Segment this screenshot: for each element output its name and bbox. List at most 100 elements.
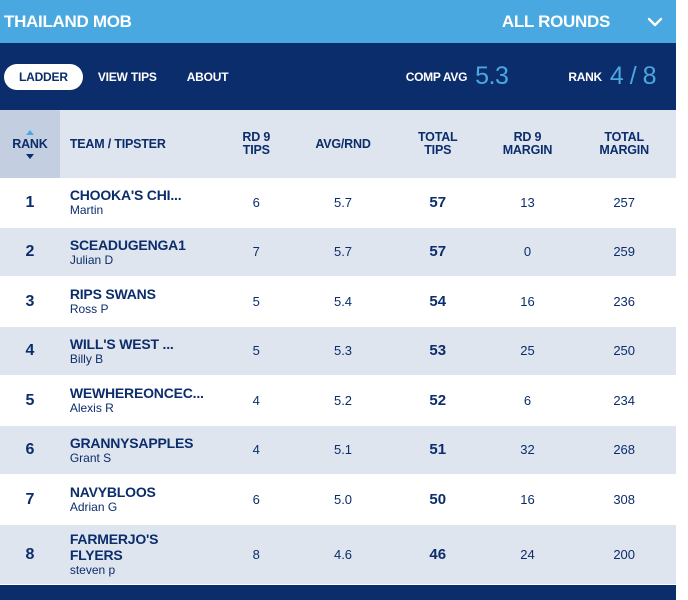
table-row[interactable]: 6 GRANNYSAPPLES Grant S 4 5.1 51 32 268 bbox=[0, 425, 676, 475]
row-rank: 4 bbox=[25, 342, 35, 360]
competition-header: THAILAND MOB ALL ROUNDS bbox=[0, 0, 676, 43]
row-team[interactable]: NAVYBLOOS Adrian G bbox=[60, 484, 220, 514]
table-row[interactable]: 3 RIPS SWANS Ross P 5 5.4 54 16 236 bbox=[0, 277, 676, 327]
sort-up-icon bbox=[25, 129, 34, 135]
row-rank: 2 bbox=[25, 243, 35, 261]
row-team[interactable]: WILL'S WEST ... Billy B bbox=[60, 336, 220, 366]
header-rank-label: RANK bbox=[12, 136, 48, 151]
bottom-strip bbox=[0, 590, 676, 600]
row-avg: 5.3 bbox=[333, 343, 353, 359]
row-rd-tips: 5 bbox=[252, 293, 260, 309]
header-rd-tips[interactable]: RD 9 TIPS bbox=[219, 131, 293, 157]
row-total-margin: 259 bbox=[613, 244, 636, 260]
row-total-margin: 308 bbox=[613, 491, 636, 507]
ladder-rows: 1 CHOOKA'S CHI... Martin 6 5.7 57 13 257 2 SCEADU… bbox=[0, 178, 676, 585]
row-total-margin: 234 bbox=[613, 392, 636, 408]
row-team[interactable]: RIPS SWANS Ross P bbox=[60, 286, 220, 316]
row-rd-margin: 16 bbox=[520, 491, 535, 507]
header-total-margin[interactable]: TOTAL MARGIN bbox=[572, 131, 676, 157]
row-avg: 5.7 bbox=[333, 194, 353, 210]
row-rd-tips: 8 bbox=[252, 546, 260, 562]
row-tipster-name: Adrian G bbox=[69, 500, 118, 515]
row-team[interactable]: CHOOKA'S CHI... Martin bbox=[60, 187, 220, 217]
table-row[interactable]: 7 NAVYBLOOS Adrian G 6 5.0 50 16 308 bbox=[0, 475, 676, 525]
row-rd-margin: 25 bbox=[520, 343, 535, 359]
table-row[interactable]: 1 CHOOKA'S CHI... Martin 6 5.7 57 13 257 bbox=[0, 178, 676, 228]
header-total-tips-line1: TOTAL bbox=[417, 130, 458, 144]
rounds-selector-label[interactable]: ALL ROUNDS bbox=[501, 11, 610, 31]
row-tipster-name: Julian D bbox=[69, 252, 114, 267]
row-rd-tips: 4 bbox=[252, 442, 260, 458]
row-avg: 5.1 bbox=[333, 442, 353, 458]
row-rd-tips: 5 bbox=[252, 343, 260, 359]
header-rd-margin-line1: RD 9 bbox=[513, 130, 542, 144]
nav-tabs: LADDER VIEW TIPS ABOUT bbox=[4, 63, 406, 90]
header-avg[interactable]: AVG/RND bbox=[315, 136, 371, 151]
row-rank: 1 bbox=[25, 193, 35, 211]
competition-title[interactable]: THAILAND MOB bbox=[4, 11, 132, 31]
row-total-tips: 50 bbox=[429, 490, 447, 508]
row-team[interactable]: SCEADUGENGA1 Julian D bbox=[60, 237, 220, 267]
tab-ladder[interactable]: LADDER bbox=[4, 63, 83, 90]
table-row[interactable]: 4 WILL'S WEST ... Billy B 5 5.3 53 25 250 bbox=[0, 326, 676, 376]
row-rank: 6 bbox=[25, 441, 35, 459]
row-team-name[interactable]: FARMERJO'S FLYERS bbox=[69, 531, 159, 563]
row-tipster-name: steven p bbox=[69, 563, 116, 577]
header-total-margin-line1: TOTAL bbox=[604, 130, 644, 144]
row-total-margin: 200 bbox=[613, 546, 636, 562]
row-team-name[interactable]: WILL'S WEST ... bbox=[69, 335, 174, 352]
table-row[interactable]: 5 WEWHEREONCEC... Alexis R 4 5.2 52 6 234 bbox=[0, 376, 676, 426]
header-rd-tips-line2: TIPS bbox=[242, 143, 270, 157]
header-team[interactable]: TEAM / TIPSTER bbox=[69, 136, 166, 151]
row-rd-margin: 16 bbox=[520, 293, 535, 309]
row-avg: 4.6 bbox=[333, 546, 353, 562]
row-total-margin: 257 bbox=[613, 194, 636, 210]
row-team-name[interactable]: SCEADUGENGA1 bbox=[69, 236, 186, 253]
table-row[interactable]: 8 FARMERJO'S FLYERS steven p 8 4.6 46 24 200 bbox=[0, 524, 676, 585]
row-total-tips: 51 bbox=[429, 441, 447, 459]
row-total-margin: 250 bbox=[613, 343, 636, 359]
row-total-tips: 52 bbox=[429, 391, 447, 409]
tab-about[interactable]: ABOUT bbox=[186, 69, 229, 84]
row-rd-tips: 6 bbox=[252, 491, 260, 507]
row-rank: 8 bbox=[25, 545, 35, 563]
row-team-name[interactable]: NAVYBLOOS bbox=[69, 484, 156, 501]
table-row[interactable]: 2 SCEADUGENGA1 Julian D 7 5.7 57 0 259 bbox=[0, 227, 676, 277]
comp-avg-stat: COMP AVG 5.3 bbox=[406, 62, 509, 91]
row-tipster-name: Grant S bbox=[69, 450, 112, 465]
row-tipster-name: Alexis R bbox=[69, 401, 114, 416]
comp-avg-value: 5.3 bbox=[475, 62, 509, 90]
row-rank: 7 bbox=[25, 490, 35, 508]
row-avg: 5.7 bbox=[333, 244, 353, 260]
row-rd-tips: 7 bbox=[252, 244, 260, 260]
row-total-tips: 57 bbox=[429, 193, 447, 211]
row-total-tips: 53 bbox=[429, 342, 447, 360]
row-rank: 5 bbox=[25, 391, 35, 409]
row-team[interactable]: GRANNYSAPPLES Grant S bbox=[60, 435, 220, 465]
row-tipster-name: Billy B bbox=[69, 351, 104, 366]
row-rd-margin: 13 bbox=[520, 194, 535, 210]
row-team[interactable]: WEWHEREONCEC... Alexis R bbox=[60, 385, 220, 415]
row-rd-margin: 6 bbox=[523, 392, 532, 408]
tab-view-tips[interactable]: VIEW TIPS bbox=[97, 69, 157, 84]
row-tipster-name: Ross P bbox=[69, 302, 109, 317]
row-avg: 5.2 bbox=[333, 392, 353, 408]
row-rank: 3 bbox=[25, 292, 35, 310]
header-rd-tips-line1: RD 9 bbox=[242, 130, 271, 144]
row-team-name[interactable]: GRANNYSAPPLES bbox=[69, 434, 194, 451]
rank-stat: RANK 4 / 8 bbox=[568, 62, 656, 91]
row-team-name[interactable]: RIPS SWANS bbox=[69, 286, 156, 303]
header-rank[interactable]: RANK bbox=[0, 110, 60, 178]
scrollbar-track[interactable] bbox=[676, 0, 688, 600]
row-rd-margin: 32 bbox=[520, 442, 535, 458]
row-tipster-name: Martin bbox=[69, 203, 104, 218]
chevron-down-icon[interactable] bbox=[644, 11, 666, 33]
rank-value: 4 / 8 bbox=[609, 62, 657, 90]
row-rd-tips: 6 bbox=[252, 194, 260, 210]
row-total-margin: 268 bbox=[613, 442, 636, 458]
row-team-name[interactable]: WEWHEREONCEC... bbox=[69, 385, 204, 402]
header-total-tips[interactable]: TOTAL TIPS bbox=[393, 131, 483, 157]
header-rd-margin[interactable]: RD 9 MARGIN bbox=[483, 131, 573, 157]
row-team-name[interactable]: CHOOKA'S CHI... bbox=[69, 187, 182, 204]
row-team[interactable]: FARMERJO'S FLYERS steven p bbox=[60, 531, 220, 577]
